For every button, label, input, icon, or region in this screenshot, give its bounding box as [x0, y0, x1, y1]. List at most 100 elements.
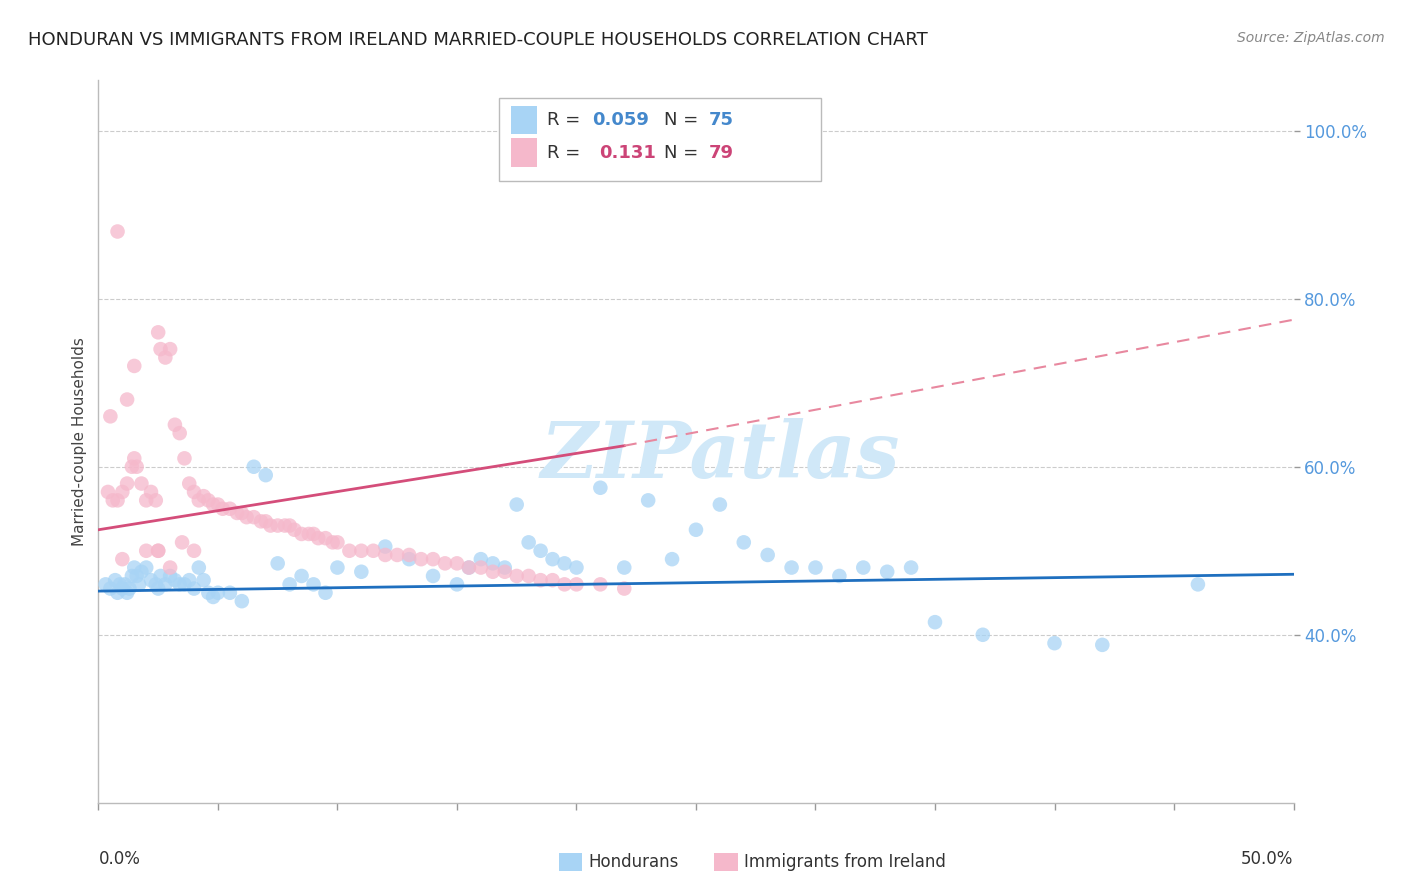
Text: 50.0%: 50.0% — [1241, 850, 1294, 868]
Point — [756, 548, 779, 562]
Point — [243, 510, 266, 524]
Point — [589, 481, 612, 495]
Point — [202, 498, 225, 512]
Point — [613, 560, 636, 574]
FancyBboxPatch shape — [510, 138, 537, 167]
Point — [250, 514, 273, 528]
Point — [207, 498, 229, 512]
Point — [530, 543, 553, 558]
Point — [554, 557, 576, 571]
Point — [107, 225, 129, 239]
Point — [135, 543, 157, 558]
Point — [565, 577, 588, 591]
Point — [193, 489, 215, 503]
Point — [494, 565, 516, 579]
Point — [274, 518, 297, 533]
Point — [183, 485, 205, 500]
Point — [155, 351, 177, 365]
FancyBboxPatch shape — [714, 854, 738, 871]
Point — [104, 573, 127, 587]
Point — [1091, 638, 1114, 652]
Point — [267, 557, 290, 571]
Point — [254, 468, 277, 483]
Point — [385, 548, 409, 562]
Point — [470, 552, 492, 566]
Point — [115, 586, 138, 600]
Text: 79: 79 — [709, 145, 734, 162]
FancyBboxPatch shape — [499, 98, 821, 181]
Point — [135, 493, 157, 508]
Point — [852, 560, 875, 574]
Point — [283, 523, 305, 537]
Point — [183, 582, 205, 596]
Point — [139, 573, 162, 587]
Point — [307, 531, 329, 545]
Point — [211, 501, 233, 516]
Point — [481, 557, 505, 571]
Point — [169, 577, 191, 591]
Point — [111, 552, 134, 566]
Point — [278, 518, 301, 533]
Point — [541, 573, 564, 587]
Point — [530, 573, 553, 587]
Point — [193, 573, 215, 587]
Point — [131, 565, 153, 579]
Point — [98, 582, 122, 596]
Point — [709, 498, 731, 512]
Point — [125, 569, 148, 583]
Point — [107, 493, 129, 508]
Text: 0.131: 0.131 — [599, 145, 657, 162]
Point — [446, 557, 468, 571]
FancyBboxPatch shape — [510, 105, 537, 135]
Text: R =: R = — [547, 145, 592, 162]
Point — [124, 451, 146, 466]
Point — [434, 557, 457, 571]
Point — [326, 560, 349, 574]
Point — [517, 535, 540, 549]
Point — [148, 543, 170, 558]
Point — [159, 342, 181, 356]
Point — [259, 518, 281, 533]
Point — [470, 560, 492, 574]
Point — [637, 493, 659, 508]
Point — [172, 535, 194, 549]
Point — [972, 628, 994, 642]
Point — [481, 565, 505, 579]
Point — [780, 560, 803, 574]
Point — [350, 565, 373, 579]
Point — [131, 476, 153, 491]
Point — [422, 569, 444, 583]
Point — [589, 577, 612, 591]
Point — [145, 493, 167, 508]
Point — [398, 548, 420, 562]
Point — [148, 582, 170, 596]
Text: Hondurans: Hondurans — [589, 853, 679, 871]
Point — [554, 577, 576, 591]
Text: Source: ZipAtlas.com: Source: ZipAtlas.com — [1237, 31, 1385, 45]
Point — [733, 535, 755, 549]
Point — [350, 543, 373, 558]
Text: HONDURAN VS IMMIGRANTS FROM IRELAND MARRIED-COUPLE HOUSEHOLDS CORRELATION CHART: HONDURAN VS IMMIGRANTS FROM IRELAND MARR… — [28, 31, 928, 49]
Point — [114, 577, 136, 591]
Point — [149, 342, 172, 356]
Point — [139, 485, 162, 500]
Point — [828, 569, 851, 583]
Point — [121, 459, 143, 474]
Point — [128, 577, 150, 591]
Point — [363, 543, 385, 558]
Point — [202, 590, 225, 604]
Point — [159, 569, 181, 583]
Point — [111, 485, 134, 500]
Point — [118, 582, 141, 596]
Point — [107, 586, 129, 600]
Point — [374, 540, 396, 554]
Y-axis label: Married-couple Households: Married-couple Households — [72, 337, 87, 546]
Point — [339, 543, 361, 558]
Point — [163, 573, 186, 587]
Point — [97, 485, 120, 500]
Point — [187, 560, 209, 574]
Text: Immigrants from Ireland: Immigrants from Ireland — [744, 853, 946, 871]
Point — [231, 506, 253, 520]
Point — [115, 392, 138, 407]
Point — [98, 409, 122, 424]
